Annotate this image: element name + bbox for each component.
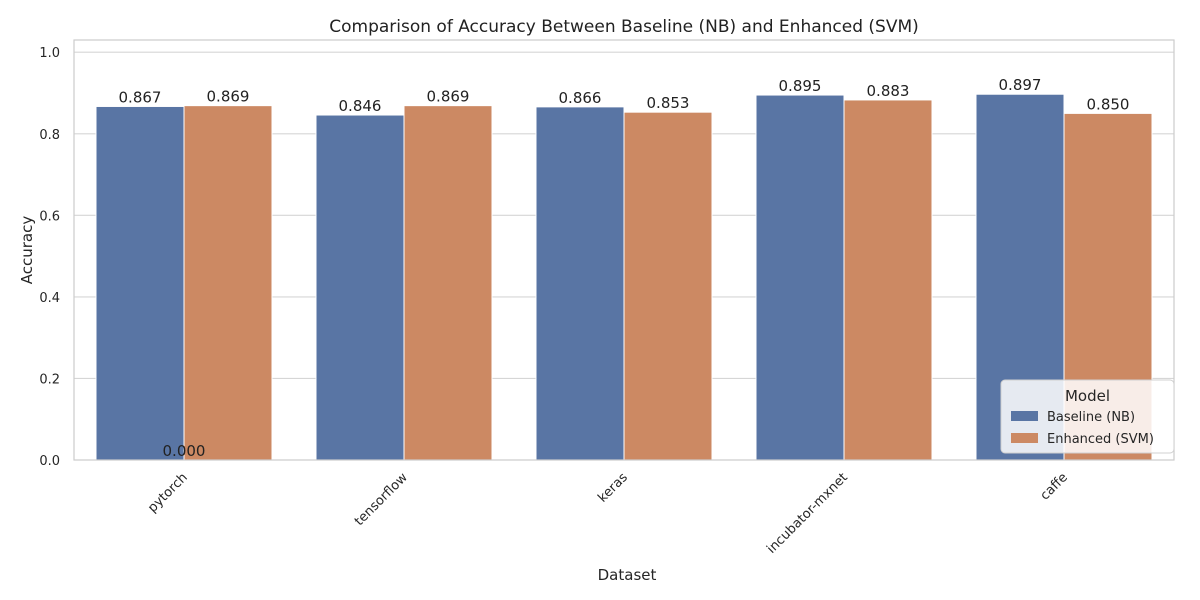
chart-title: Comparison of Accuracy Between Baseline …: [329, 17, 919, 37]
bar-value-labels: 0.867 0.846 0.866 0.895 0.897 0.869 0.869 0.853…: [119, 76, 1130, 460]
y-axis-label: Accuracy: [18, 216, 36, 285]
legend-box: [1000, 379, 1175, 454]
bar-value-label: 0.867: [119, 88, 162, 106]
legend: Model Baseline (NB) Enhanced (SVM): [1000, 379, 1175, 454]
bar-value-label: 0.866: [559, 89, 602, 107]
bar-keras-baseline: [535, 106, 625, 461]
bar-value-label: 0.897: [999, 76, 1042, 94]
bar-incubator-mxnet-enhanced: [843, 99, 933, 461]
plot-frame: [73, 39, 1175, 461]
bar-keras-enhanced: [623, 111, 713, 461]
x-tick-labels: pytorch tensorflow keras incubator-mxnet caf…: [145, 470, 1071, 557]
x-tick-label: caffe: [1038, 470, 1071, 503]
bar-value-label: 0.846: [339, 97, 382, 115]
bar-tensorflow-enhanced: [403, 105, 493, 461]
legend-title: Model: [1065, 387, 1110, 405]
x-tick-label: incubator-mxnet: [764, 470, 851, 557]
y-tick-labels: 0.0 0.2 0.4 0.6 0.8 1.0: [39, 46, 60, 469]
legend-item-label: Baseline (NB): [1047, 410, 1135, 425]
y-tick-label: 0.0: [39, 454, 60, 469]
bar-value-label: 0.850: [1087, 95, 1130, 113]
x-axis-label: Dataset: [598, 566, 657, 584]
bar-value-label: 0.869: [207, 88, 250, 106]
y-tick-label: 0.8: [39, 128, 60, 143]
y-tick-label: 1.0: [39, 46, 60, 61]
bar-tensorflow-baseline: [315, 114, 405, 461]
bar-pytorch-enhanced: [183, 105, 273, 461]
bar-value-label: 0.869: [427, 88, 470, 106]
x-tick-label: tensorflow: [352, 470, 411, 529]
bar-incubator-mxnet-baseline: [755, 94, 845, 461]
legend-swatch: [1011, 433, 1038, 443]
bars: [95, 93, 1153, 461]
bar-value-label: 0.895: [779, 77, 822, 95]
y-tick-label: 0.4: [39, 291, 60, 306]
legend-item-label: Enhanced (SVM): [1047, 432, 1154, 447]
x-tick-label: keras: [595, 470, 631, 506]
zero-value-label: 0.000: [163, 442, 206, 460]
bar-pytorch-baseline: [95, 105, 185, 461]
y-tick-label: 0.2: [39, 372, 60, 387]
bar-value-label: 0.853: [647, 94, 690, 112]
x-tick-label: pytorch: [145, 470, 191, 516]
y-tick-label: 0.6: [39, 209, 60, 224]
bar-value-label: 0.883: [867, 82, 910, 100]
legend-swatch: [1011, 411, 1038, 421]
